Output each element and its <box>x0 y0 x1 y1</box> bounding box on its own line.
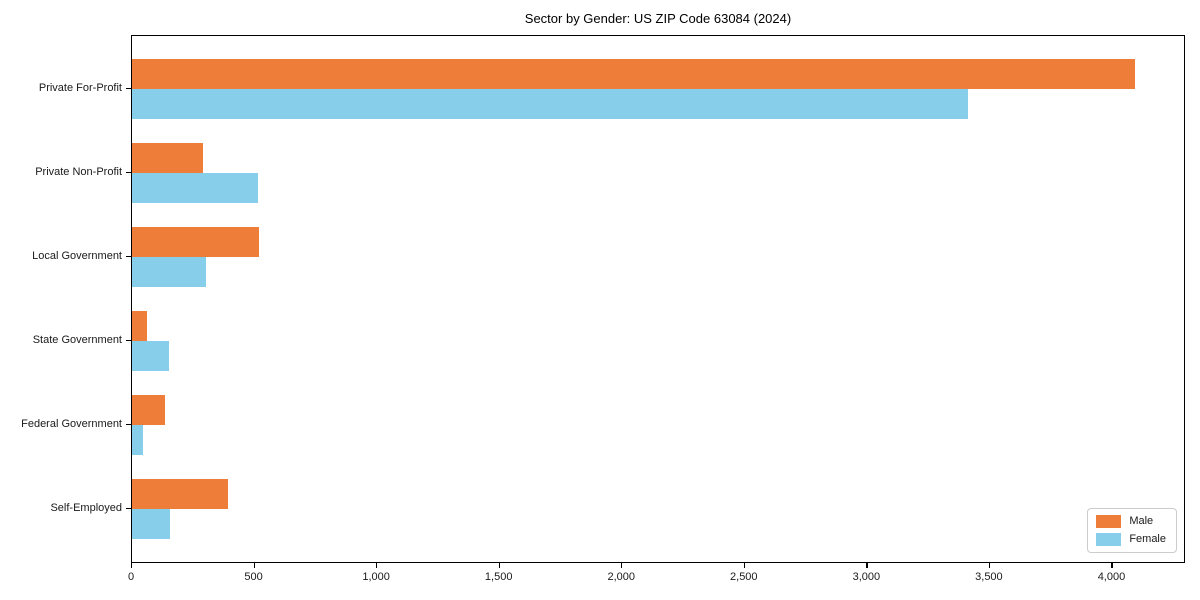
ytick-mark <box>126 424 131 426</box>
xtick-label: 3,000 <box>852 571 881 583</box>
xtick-label: 1,000 <box>362 571 390 583</box>
ytick-label: Self-Employed <box>50 502 122 514</box>
bar-female <box>132 425 143 455</box>
xtick-mark <box>376 563 378 568</box>
bar-male <box>132 395 165 425</box>
ytick-mark <box>126 256 131 258</box>
xtick-mark <box>498 563 500 568</box>
ytick-mark <box>126 508 131 510</box>
legend-item-male: Male <box>1096 515 1166 528</box>
ytick-label: State Government <box>32 334 122 346</box>
xtick-label: 4,000 <box>1097 571 1126 583</box>
bar-male <box>132 59 1135 89</box>
bar-female <box>132 89 968 119</box>
xtick-label: 2,500 <box>730 571 758 583</box>
ytick-mark <box>126 88 131 90</box>
xtick-mark <box>1111 563 1113 568</box>
xtick-mark <box>866 563 868 568</box>
xtick-label: 0 <box>127 571 135 583</box>
ytick-mark <box>126 172 131 174</box>
bar-female <box>132 257 206 287</box>
ytick-mark <box>126 340 131 342</box>
xtick-mark <box>743 563 745 568</box>
ytick-label: Federal Government <box>21 418 122 430</box>
bar-female <box>132 341 169 371</box>
legend-label-male: Male <box>1129 515 1154 527</box>
ytick-label: Local Government <box>32 250 122 262</box>
legend-swatch-female <box>1096 533 1122 546</box>
bar-male <box>132 479 228 509</box>
xtick-label: 1,500 <box>484 571 513 583</box>
xtick-label: 3,500 <box>975 571 1003 583</box>
ytick-label: Private For-Profit <box>38 82 122 94</box>
xtick-mark <box>988 563 991 568</box>
xtick-label: 500 <box>244 571 263 583</box>
legend: Male Female <box>1087 508 1177 553</box>
bar-female <box>132 173 258 203</box>
ytick-label: Private Non-Profit <box>35 166 122 178</box>
xtick-mark <box>621 563 623 568</box>
chart-title: Sector by Gender: US ZIP Code 63084 (202… <box>524 11 792 26</box>
bar-female <box>132 509 170 539</box>
legend-label-female: Female <box>1129 533 1166 545</box>
bar-male <box>132 311 147 341</box>
legend-swatch-male <box>1096 515 1122 528</box>
plot-area: Male Female <box>131 35 1185 563</box>
bar-male <box>132 227 259 257</box>
xtick-mark <box>131 563 133 568</box>
xtick-label: 2,000 <box>607 571 635 583</box>
xtick-mark <box>253 563 255 568</box>
legend-item-female: Female <box>1096 533 1166 546</box>
bar-male <box>132 143 203 173</box>
